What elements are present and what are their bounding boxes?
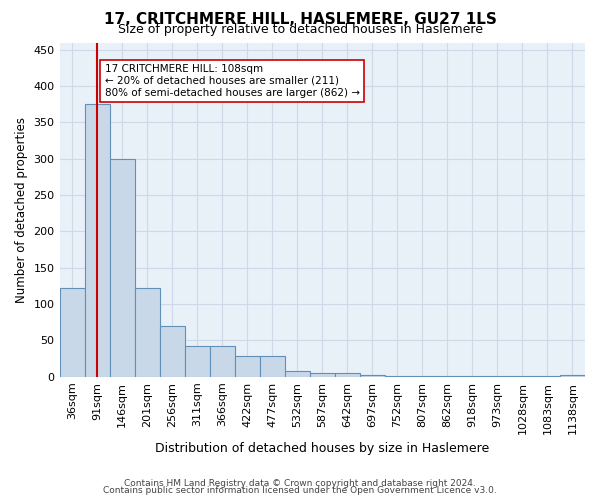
X-axis label: Distribution of detached houses by size in Haslemere: Distribution of detached houses by size …	[155, 442, 490, 455]
Bar	[209, 346, 235, 377]
Text: Contains public sector information licensed under the Open Government Licence v3: Contains public sector information licen…	[103, 486, 497, 495]
Bar	[160, 326, 185, 377]
Bar	[460, 376, 485, 377]
Bar	[410, 376, 435, 377]
Bar	[335, 373, 360, 377]
Bar	[134, 288, 160, 377]
Text: 17 CRITCHMERE HILL: 108sqm
← 20% of detached houses are smaller (211)
80% of sem: 17 CRITCHMERE HILL: 108sqm ← 20% of deta…	[104, 64, 359, 98]
Bar	[185, 346, 209, 377]
Y-axis label: Number of detached properties: Number of detached properties	[15, 116, 28, 302]
Bar	[385, 376, 410, 377]
Bar	[235, 356, 260, 377]
Bar	[285, 371, 310, 377]
Text: 17, CRITCHMERE HILL, HASLEMERE, GU27 1LS: 17, CRITCHMERE HILL, HASLEMERE, GU27 1LS	[104, 12, 496, 28]
Bar	[260, 356, 285, 377]
Bar	[560, 374, 585, 377]
Bar	[435, 376, 460, 377]
Bar	[59, 288, 85, 377]
Text: Size of property relative to detached houses in Haslemere: Size of property relative to detached ho…	[118, 22, 482, 36]
Bar	[485, 376, 510, 377]
Text: Contains HM Land Registry data © Crown copyright and database right 2024.: Contains HM Land Registry data © Crown c…	[124, 478, 476, 488]
Bar	[310, 373, 335, 377]
Bar	[110, 159, 134, 377]
Bar	[510, 376, 535, 377]
Bar	[360, 374, 385, 377]
Bar	[85, 104, 110, 377]
Bar	[535, 376, 560, 377]
